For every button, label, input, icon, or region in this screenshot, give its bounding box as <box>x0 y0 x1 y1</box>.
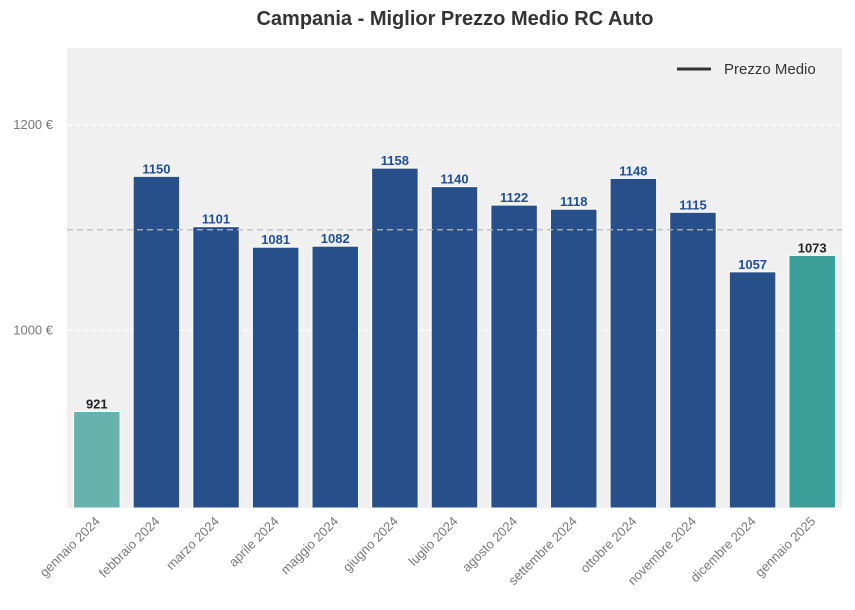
x-tick-label: marzo 2024 <box>163 514 222 573</box>
bar <box>430 186 479 509</box>
bars <box>73 167 836 509</box>
x-tick-label: agosto 2024 <box>459 514 520 575</box>
data-label: 1140 <box>440 172 468 187</box>
y-tick-label: 1200 € <box>13 117 54 132</box>
data-label: 1115 <box>679 197 707 212</box>
x-tick-label: ottobre 2024 <box>577 514 639 576</box>
x-tick-label: gennaio 2025 <box>752 514 818 580</box>
legend-label: Prezzo Medio <box>724 61 816 78</box>
bar <box>132 175 181 509</box>
x-tick-label: gennaio 2024 <box>37 514 103 580</box>
data-label: 1158 <box>381 153 409 168</box>
bar <box>251 246 300 509</box>
x-tick-label: febbraio 2024 <box>96 514 163 581</box>
data-label: 1150 <box>142 161 170 176</box>
legend: Prezzo Medio <box>677 61 816 78</box>
bar <box>788 254 836 509</box>
y-tick-label: 1000 € <box>13 322 54 337</box>
x-tick-label: maggio 2024 <box>278 514 342 578</box>
data-label: 1101 <box>202 212 230 227</box>
y-axis-ticks: 1000 € 1200 € <box>13 117 54 337</box>
bar <box>311 245 360 509</box>
x-tick-label: aprile 2024 <box>226 514 282 570</box>
bar <box>728 271 777 509</box>
data-label: 1118 <box>560 194 588 209</box>
x-tick-label: luglio 2024 <box>406 514 461 569</box>
data-label: 1122 <box>500 190 528 205</box>
data-label: 1073 <box>798 240 827 255</box>
bar <box>669 211 717 509</box>
bar <box>549 208 598 509</box>
chart-title: Campania - Miglior Prezzo Medio RC Auto <box>256 8 653 30</box>
bar <box>73 410 121 509</box>
x-tick-label: giugno 2024 <box>340 514 401 575</box>
data-label: 921 <box>86 396 108 411</box>
data-labels: 921 1150 1101 1081 1082 1158 1140 1122 1118 1148 1… <box>86 153 827 411</box>
bar <box>609 177 658 509</box>
data-label: 1081 <box>261 232 290 247</box>
data-label: 1057 <box>738 257 767 272</box>
data-label: 1082 <box>321 231 350 246</box>
bar <box>371 167 419 509</box>
bar <box>490 204 538 509</box>
data-label: 1148 <box>619 163 647 178</box>
bar <box>192 226 240 509</box>
